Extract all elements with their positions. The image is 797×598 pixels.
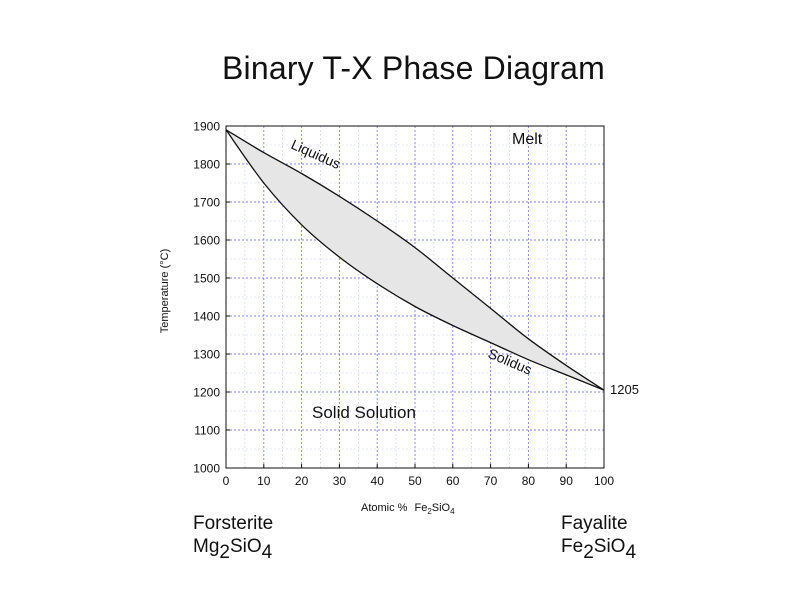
- y-tick-label: 1400: [193, 310, 220, 324]
- x-axis-ticks: 0 10 20 30 40 50 60 70 80 90 100: [223, 464, 614, 488]
- x-tick-label: 70: [484, 474, 498, 488]
- two-phase-region: [226, 129, 604, 391]
- fayalite-name: Fayalite: [561, 513, 628, 534]
- y-tick-label: 1900: [193, 120, 220, 134]
- y-axis-ticks: 1000 1100 1200 1300 1400 1500 1600 1700 1800 1900: [193, 120, 230, 476]
- liquidus-curve: [225, 129, 605, 391]
- forsterite-endmember: Forsterite Mg2SiO4: [193, 512, 274, 563]
- forsterite-formula: Mg2SiO4: [193, 536, 273, 563]
- x-tick-label: 60: [446, 474, 460, 488]
- x-tick-label: 20: [295, 474, 309, 488]
- x-tick-label: 30: [333, 474, 347, 488]
- melt-label: Melt: [512, 131, 543, 148]
- fayalite-melting-point-label: 1205: [610, 382, 639, 397]
- x-axis-label: Atomic % Fe2SiO4: [361, 502, 455, 516]
- x-tick-label: 40: [371, 474, 385, 488]
- x-axis-label-text: Atomic %: [361, 502, 408, 514]
- x-axis-formula-sio: SiO: [432, 502, 451, 514]
- fayalite-endmember: Fayalite Fe2SiO4: [561, 512, 637, 563]
- fayalite-formula: Fe2SiO4: [561, 536, 637, 563]
- y-tick-label: 1500: [193, 272, 220, 286]
- y-tick-label: 1700: [193, 196, 220, 210]
- y-tick-label: 1800: [193, 158, 220, 172]
- y-tick-label: 1300: [193, 348, 220, 362]
- y-tick-label: 1200: [193, 386, 220, 400]
- solid-solution-label: Solid Solution: [312, 403, 416, 422]
- x-axis-formula-fe: Fe: [414, 502, 427, 514]
- liquidus-label: Liquidus: [289, 136, 343, 172]
- x-axis-formula-sub2: 4: [450, 507, 455, 516]
- x-tick-label: 80: [522, 474, 536, 488]
- y-tick-label: 1600: [193, 234, 220, 248]
- x-tick-label: 0: [223, 474, 230, 488]
- x-axis-formula-sub1: 2: [427, 507, 432, 516]
- x-tick-label: 10: [257, 474, 271, 488]
- forsterite-name: Forsterite: [193, 513, 274, 534]
- x-tick-label: 100: [594, 474, 614, 488]
- y-tick-label: 1100: [194, 424, 220, 438]
- solidus-curve: [225, 129, 605, 391]
- x-tick-label: 50: [408, 474, 422, 488]
- slide-title: Binary T-X Phase Diagram: [221, 50, 606, 86]
- y-axis-label: Temperature (°C): [159, 249, 171, 333]
- x-tick-label: 90: [560, 474, 574, 488]
- y-tick-label: 1000: [193, 462, 220, 476]
